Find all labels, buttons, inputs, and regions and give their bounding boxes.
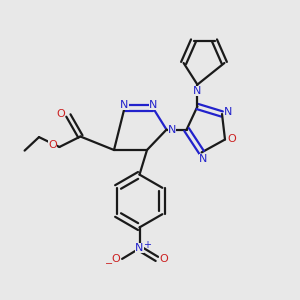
- Text: N: N: [120, 100, 129, 110]
- Text: N: N: [135, 243, 144, 254]
- Text: O: O: [111, 254, 120, 264]
- Text: N: N: [149, 100, 157, 110]
- Text: N: N: [224, 106, 232, 117]
- Text: N: N: [168, 124, 176, 135]
- Text: O: O: [48, 140, 57, 150]
- Text: O: O: [227, 134, 236, 145]
- Text: −: −: [105, 259, 114, 269]
- Text: O: O: [159, 254, 168, 264]
- Text: N: N: [199, 154, 207, 164]
- Text: O: O: [56, 109, 65, 119]
- Text: +: +: [143, 240, 151, 250]
- Text: N: N: [193, 86, 202, 96]
